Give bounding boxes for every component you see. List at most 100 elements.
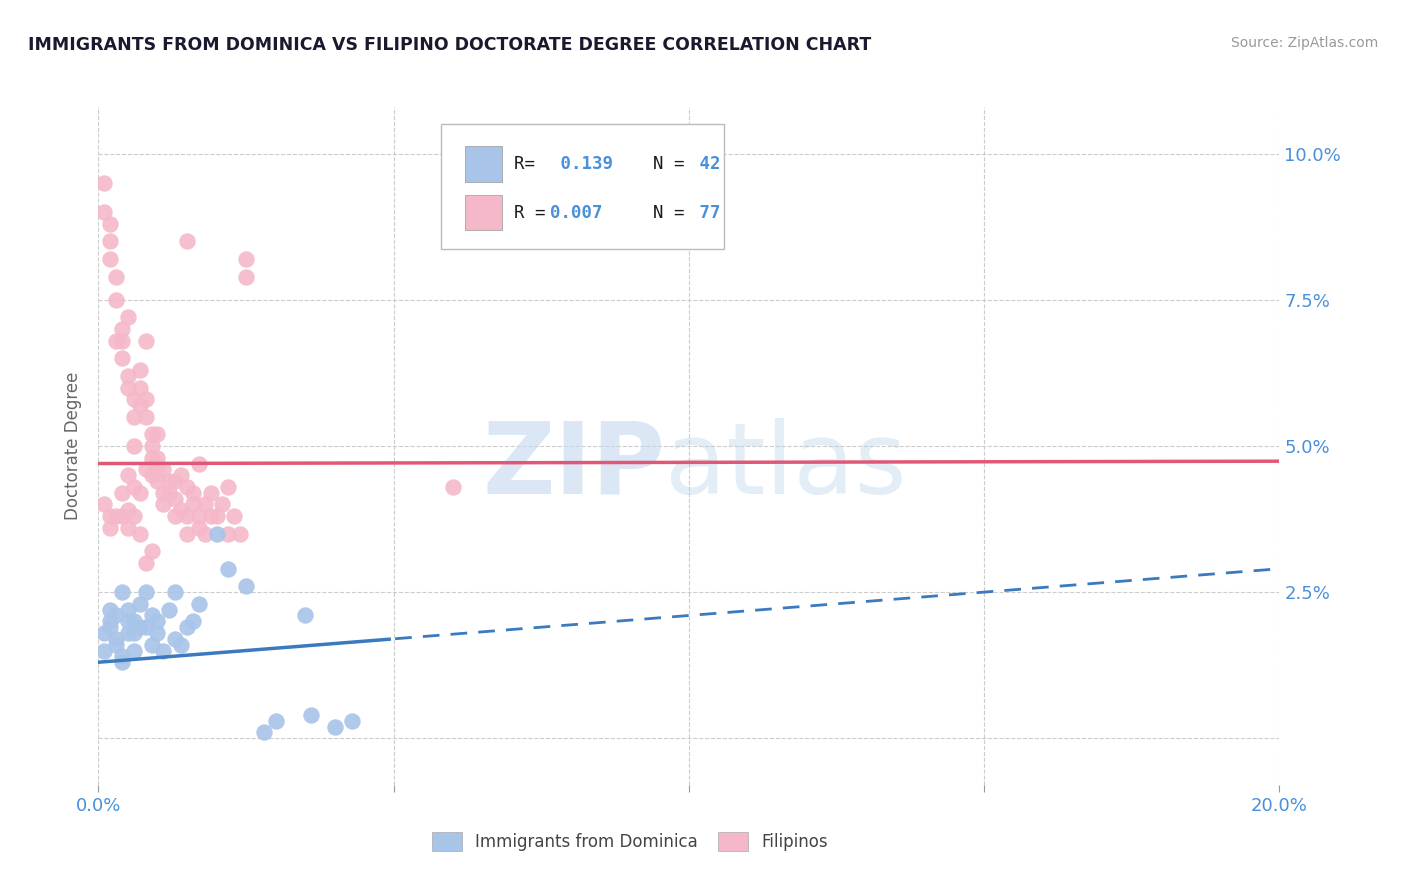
Point xyxy=(135,462,157,476)
Point xyxy=(165,474,187,488)
Point xyxy=(146,462,169,476)
Point xyxy=(165,632,187,646)
Point xyxy=(152,485,174,500)
Point xyxy=(157,474,180,488)
Point xyxy=(128,363,150,377)
Point xyxy=(111,334,134,348)
Text: 0.007: 0.007 xyxy=(550,203,602,222)
Point xyxy=(165,585,187,599)
Point xyxy=(217,562,239,576)
Point xyxy=(98,521,121,535)
Point xyxy=(146,427,169,442)
Point xyxy=(122,439,145,453)
Point xyxy=(323,719,346,733)
Point xyxy=(111,585,134,599)
Point xyxy=(235,579,257,593)
Point xyxy=(117,626,139,640)
Point xyxy=(224,509,246,524)
Legend: Immigrants from Dominica, Filipinos: Immigrants from Dominica, Filipinos xyxy=(432,832,828,851)
Point xyxy=(135,334,157,348)
Point xyxy=(105,638,128,652)
Point xyxy=(264,714,287,728)
Point xyxy=(98,217,121,231)
Point xyxy=(217,526,239,541)
Point xyxy=(105,608,128,623)
Text: R =: R = xyxy=(515,203,546,222)
Point xyxy=(117,615,139,629)
Point xyxy=(105,269,128,284)
Point xyxy=(194,526,217,541)
Point xyxy=(194,498,217,512)
Point xyxy=(187,521,209,535)
Point xyxy=(117,503,139,517)
Point xyxy=(176,620,198,634)
Point xyxy=(111,649,134,664)
Text: 77: 77 xyxy=(689,203,720,222)
FancyBboxPatch shape xyxy=(441,124,724,250)
FancyBboxPatch shape xyxy=(464,195,502,230)
Point xyxy=(98,509,121,524)
Point xyxy=(170,468,193,483)
Point xyxy=(170,503,193,517)
Point xyxy=(117,380,139,394)
Point xyxy=(111,322,134,336)
Point xyxy=(342,714,364,728)
Point xyxy=(98,620,121,634)
Point xyxy=(157,602,180,616)
Point xyxy=(117,521,139,535)
Point xyxy=(105,293,128,307)
FancyBboxPatch shape xyxy=(464,146,502,182)
Point xyxy=(105,632,128,646)
Point xyxy=(181,498,204,512)
Point xyxy=(135,620,157,634)
Point xyxy=(93,176,115,190)
Point xyxy=(176,480,198,494)
Point xyxy=(135,392,157,407)
Point xyxy=(117,368,139,383)
Point xyxy=(235,269,257,284)
Point xyxy=(205,509,228,524)
Point xyxy=(176,509,198,524)
Point xyxy=(152,643,174,657)
Point xyxy=(141,544,163,558)
Point xyxy=(93,205,115,219)
Point xyxy=(122,480,145,494)
Point xyxy=(128,398,150,412)
Point xyxy=(105,509,128,524)
Point xyxy=(200,509,222,524)
Text: N =: N = xyxy=(633,155,685,173)
Point xyxy=(176,235,198,249)
Point xyxy=(128,597,150,611)
Point xyxy=(141,468,163,483)
Point xyxy=(122,409,145,424)
Point xyxy=(135,556,157,570)
Point xyxy=(146,474,169,488)
Point xyxy=(111,509,134,524)
Point xyxy=(141,427,163,442)
Text: 42: 42 xyxy=(689,155,720,173)
Text: atlas: atlas xyxy=(665,417,907,515)
Point xyxy=(128,620,150,634)
Point xyxy=(141,638,163,652)
Point xyxy=(122,615,145,629)
Point xyxy=(181,615,204,629)
Text: N =: N = xyxy=(633,203,685,222)
Point xyxy=(98,235,121,249)
Point xyxy=(217,480,239,494)
Point xyxy=(253,725,276,739)
Point xyxy=(117,468,139,483)
Point xyxy=(128,526,150,541)
Point xyxy=(98,252,121,266)
Point xyxy=(205,526,228,541)
Point xyxy=(176,526,198,541)
Point xyxy=(441,480,464,494)
Point xyxy=(146,615,169,629)
Point xyxy=(93,498,115,512)
Point xyxy=(98,615,121,629)
Point xyxy=(98,602,121,616)
Point xyxy=(187,597,209,611)
Point xyxy=(141,608,163,623)
Point xyxy=(235,252,257,266)
Point xyxy=(135,409,157,424)
Point xyxy=(105,334,128,348)
